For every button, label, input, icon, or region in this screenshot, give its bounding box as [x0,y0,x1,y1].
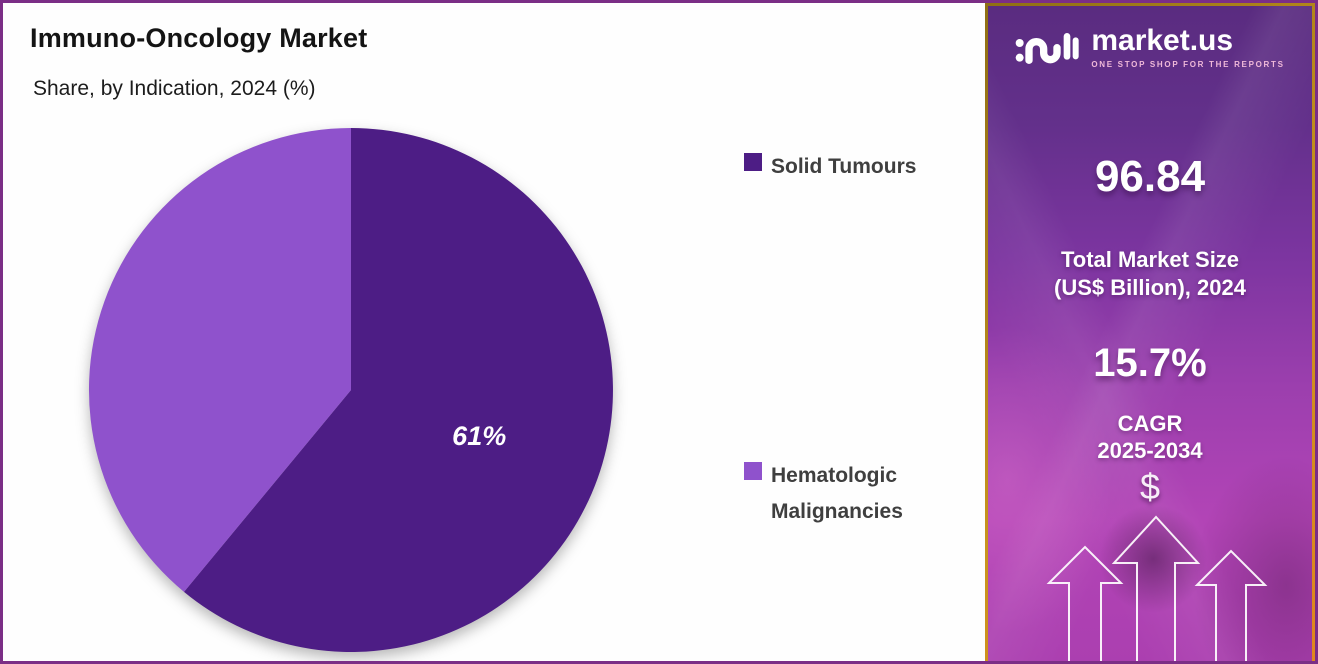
three-up-arrows-icon [1046,515,1268,661]
market-us-squiggle-icon [1015,32,1079,64]
brand-logo: market.us ONE STOP SHOP FOR THE REPORTS [988,24,1312,70]
cagr-value: 15.7% [1093,341,1207,385]
brand-sidebar: market.us ONE STOP SHOP FOR THE REPORTS … [985,3,1315,661]
page-title: Immuno-Oncology Market [30,23,368,53]
pie-slice [88,128,352,592]
market-size-label: Total Market Size (US$ Billion), 2024 [988,246,1312,302]
market-size-label-line1: Total Market Size [1060,247,1240,272]
cagr-label: CAGR 2025-2034 [988,410,1312,464]
pie-chart: 61% [88,128,613,652]
brand-tagline: ONE STOP SHOP FOR THE REPORTS [1091,60,1285,69]
dollar-icon: $ [1139,466,1161,507]
brand-name: market.us [1091,24,1234,57]
legend-label: Solid Tumours [771,155,917,178]
cagr-label-line1: CAGR [1117,411,1183,436]
legend-item-hematologic-malignancies: Hematologic Malignancies [744,458,916,530]
chart-subtitle: Share, by Indication, 2024 (%) [33,77,316,100]
legend-item-solid-tumours: Solid Tumours [744,149,959,185]
legend-swatch-solid-tumours [744,153,762,171]
chart-area: Immuno-Oncology Market Share, by Indicat… [3,3,985,661]
pie-slice [184,128,613,652]
market-size-label-line2: (US$ Billion), 2024 [1054,275,1246,300]
market-size-value: 96.84 [1094,152,1206,201]
legend-swatch-hematologic-malignancies [744,462,762,480]
cagr-label-line2: 2025-2034 [1097,438,1203,463]
legend-label: Hematologic Malignancies [771,464,903,523]
pie-data-label: 61% [452,421,506,451]
brand-text: market.us ONE STOP SHOP FOR THE REPORTS [1091,24,1285,70]
